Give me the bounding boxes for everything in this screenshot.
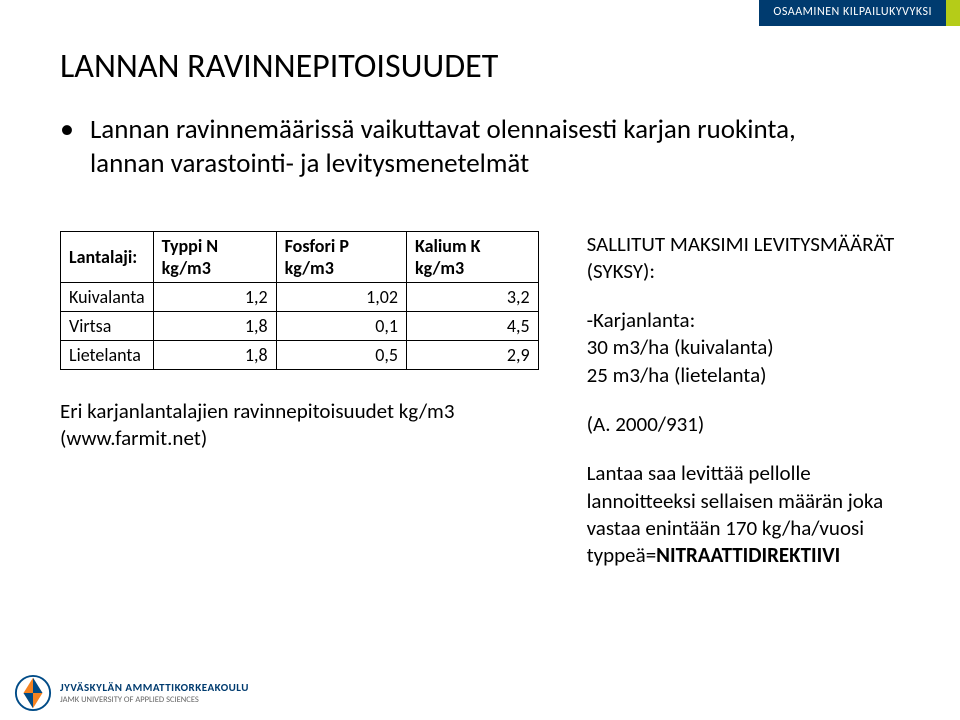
karjanlanta-block: -Karjanlanta: 30 m3/ha (kuivalanta) 25 m… [587, 307, 912, 389]
cell: 3,2 [406, 282, 538, 311]
jamk-logo-text: JYVÄSKYLÄN AMMATTIKORKEAKOULU JAMK UNIVE… [60, 681, 249, 704]
cell: 0,5 [276, 340, 406, 369]
para-bold: NITRAATTIDIREKTIIVI [656, 542, 840, 568]
table-row: Lietelanta 1,8 0,5 2,9 [61, 340, 539, 369]
col-header: Fosfori P kg/m3 [276, 231, 406, 282]
table-header-row: Lantalaji: Typpi N kg/m3 Fosfori P kg/m3… [61, 231, 539, 282]
page-title: LANNAN RAVINNEPITOISUUDET [60, 46, 912, 87]
cell: Kuivalanta [61, 282, 154, 311]
footer: JYVÄSKYLÄN AMMATTIKORKEAKOULU JAMK UNIVE… [0, 666, 960, 720]
col-header: Typpi N kg/m3 [153, 231, 276, 282]
top-banner-label: OSAAMINEN KILPAILUKYVYKSI [759, 0, 946, 26]
bullet-item: • Lannan ravinnemäärissä vaikuttavat ole… [60, 113, 912, 181]
line: -Karjanlanta: [587, 307, 696, 333]
jamk-logo-icon [14, 674, 52, 712]
jamk-logo: JYVÄSKYLÄN AMMATTIKORKEAKOULU JAMK UNIVE… [14, 674, 249, 712]
top-banner-accent [946, 0, 960, 26]
cell: 1,8 [153, 311, 276, 340]
regulation-ref: (A. 2000/931) [587, 411, 912, 438]
table-row: Virtsa 1,8 0,1 4,5 [61, 311, 539, 340]
table-caption: Eri karjanlantalajien ravinnepitoisuudet… [60, 398, 539, 453]
cell: 0,1 [276, 311, 406, 340]
cell: 1,8 [153, 340, 276, 369]
nutrient-table: Lantalaji: Typpi N kg/m3 Fosfori P kg/m3… [60, 231, 539, 370]
col-header: Kalium K kg/m3 [406, 231, 538, 282]
logo-line2: JAMK UNIVERSITY OF APPLIED SCIENCES [60, 695, 249, 705]
right-text-block: SALLITUT MAKSIMI LEVITYSMÄÄRÄT (SYKSY): … [587, 231, 912, 570]
cell: 1,2 [153, 282, 276, 311]
top-banner: OSAAMINEN KILPAILUKYVYKSI [759, 0, 960, 26]
allowed-max-heading: SALLITUT MAKSIMI LEVITYSMÄÄRÄT (SYKSY): [587, 231, 912, 286]
cell: Virtsa [61, 311, 154, 340]
cell: 2,9 [406, 340, 538, 369]
bullet-dot-icon: • [60, 113, 74, 145]
cell: 4,5 [406, 311, 538, 340]
directive-paragraph: Lantaa saa levittää pellolle lannoitteek… [587, 460, 912, 569]
cell: 1,02 [276, 282, 406, 311]
col-header: Lantalaji: [61, 231, 154, 282]
bullet-text: Lannan ravinnemäärissä vaikuttavat olenn… [90, 113, 870, 181]
logo-line1: JYVÄSKYLÄN AMMATTIKORKEAKOULU [60, 681, 249, 694]
line: 25 m3/ha (lietelanta) [587, 362, 767, 388]
cell: Lietelanta [61, 340, 154, 369]
table-row: Kuivalanta 1,2 1,02 3,2 [61, 282, 539, 311]
line: 30 m3/ha (kuivalanta) [587, 334, 774, 360]
